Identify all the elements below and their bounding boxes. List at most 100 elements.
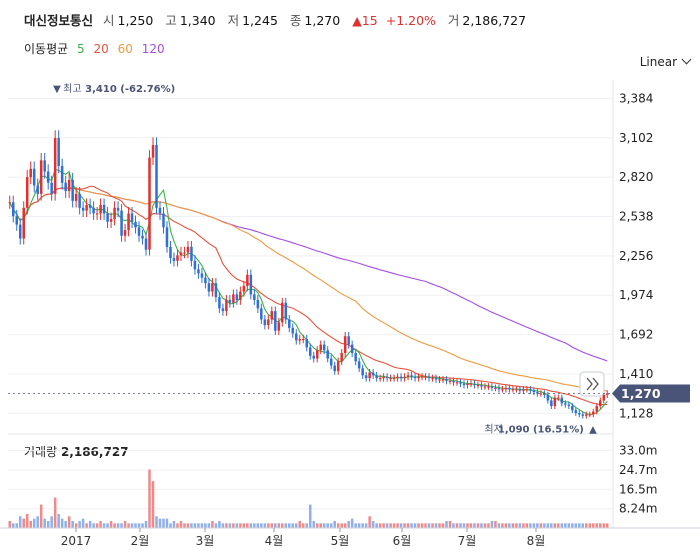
price-tick-label: 1,974 bbox=[619, 288, 653, 302]
price-tick-label: 1,410 bbox=[619, 367, 653, 381]
volume-bar bbox=[602, 523, 606, 528]
candle-body bbox=[427, 376, 431, 379]
volume-bar bbox=[214, 523, 218, 528]
scale-dropdown-label: Linear bbox=[639, 55, 677, 69]
volume-bar bbox=[106, 523, 109, 528]
candle-body bbox=[8, 202, 12, 204]
candle-body bbox=[315, 350, 319, 359]
candle-body bbox=[60, 165, 64, 183]
scale-dropdown[interactable]: Linear bbox=[639, 54, 692, 69]
volume-grid-lines bbox=[8, 450, 613, 510]
candle-body bbox=[553, 397, 557, 407]
volume-bar bbox=[137, 523, 141, 528]
candle-body bbox=[81, 207, 85, 211]
volume-bar bbox=[151, 481, 155, 528]
time-tick-label: 5월 bbox=[331, 534, 350, 548]
volume-bar bbox=[382, 523, 385, 528]
candle-body bbox=[501, 389, 504, 391]
volume-bar bbox=[413, 523, 417, 528]
candle-body bbox=[385, 376, 389, 379]
volume-bar bbox=[123, 520, 127, 528]
price-tick-label: 3,102 bbox=[619, 131, 653, 145]
candle-body bbox=[53, 138, 57, 194]
volume-bar bbox=[476, 523, 480, 528]
candle-body bbox=[361, 368, 364, 376]
volume-bar bbox=[364, 523, 368, 528]
volume-bar bbox=[274, 523, 277, 528]
volume-bar bbox=[64, 520, 67, 528]
stock-header: 대신정보통신 시 1,250 고 1,340 저 1,245 종 1,270 ▲15 +1… bbox=[24, 10, 534, 29]
volume-bar bbox=[102, 523, 106, 528]
stock-name: 대신정보통신 bbox=[24, 13, 94, 28]
candle-body bbox=[347, 336, 350, 345]
candle-body bbox=[78, 193, 81, 208]
volume-bar bbox=[302, 523, 305, 528]
volume-bar bbox=[249, 523, 253, 528]
volume-bar bbox=[109, 520, 113, 528]
ma-legend-60: 60 bbox=[117, 42, 133, 56]
volume-value: 2,186,727 bbox=[462, 13, 527, 28]
grid-lines bbox=[8, 80, 614, 528]
volume-bar bbox=[116, 523, 120, 528]
volume-bar bbox=[438, 523, 441, 528]
candle-body bbox=[466, 383, 469, 386]
candle-body bbox=[64, 182, 67, 192]
candle-body bbox=[459, 382, 462, 384]
volume-bar bbox=[396, 523, 399, 528]
candle-body bbox=[578, 413, 581, 415]
candle-body bbox=[225, 299, 228, 312]
candle-body bbox=[410, 375, 413, 377]
volume-bar bbox=[11, 523, 15, 528]
candle-body bbox=[302, 339, 305, 341]
time-tick-label: 2017 bbox=[61, 534, 92, 548]
candle-body bbox=[183, 252, 186, 254]
candle-body bbox=[417, 376, 420, 379]
volume-bar bbox=[99, 520, 102, 528]
candle-body bbox=[357, 361, 361, 369]
scroll-latest-button[interactable] bbox=[579, 371, 605, 397]
volume-bar bbox=[315, 523, 319, 528]
candle-body bbox=[455, 382, 459, 384]
candle-body bbox=[364, 375, 368, 379]
last-price-label: 1,270 bbox=[621, 386, 661, 401]
time-tick-label: 7월 bbox=[458, 534, 477, 548]
volume-bar bbox=[571, 523, 574, 528]
volume-axis: 33.0m 24.7m 16.5m 8.24m bbox=[619, 444, 657, 516]
volume-bar bbox=[406, 523, 410, 528]
volume-bar bbox=[473, 523, 476, 528]
volume-bar bbox=[329, 523, 333, 528]
volume-bar bbox=[434, 523, 438, 528]
low-label: 저 bbox=[227, 13, 240, 28]
change-percent: +1.20% bbox=[385, 13, 436, 28]
volume-bar bbox=[480, 523, 483, 528]
low-annotation-prefix: 최저 bbox=[484, 424, 502, 436]
volume-bar bbox=[32, 518, 36, 528]
volume-bar bbox=[281, 523, 284, 528]
candle-body bbox=[497, 387, 501, 390]
candle-body bbox=[148, 157, 151, 250]
candle-body bbox=[476, 385, 480, 387]
price-tick-label: 3,384 bbox=[619, 91, 653, 105]
candle-body bbox=[515, 389, 518, 391]
candle-body bbox=[123, 230, 127, 236]
volume-bar bbox=[204, 523, 207, 528]
candle-body bbox=[214, 283, 218, 298]
overlay-controls: 1,270 bbox=[8, 371, 690, 403]
volume-bar bbox=[144, 520, 148, 528]
high-label: 고 bbox=[165, 13, 177, 28]
candle-body bbox=[67, 179, 71, 192]
candle-body bbox=[567, 404, 571, 407]
candle-body bbox=[504, 387, 508, 390]
volume-bar bbox=[176, 523, 179, 528]
price-tick-label: 2,256 bbox=[619, 249, 653, 263]
volume-bar bbox=[518, 523, 522, 528]
volume-bar bbox=[239, 523, 242, 528]
volume-bar bbox=[162, 518, 165, 528]
candle-body bbox=[186, 246, 190, 253]
volume-bar bbox=[158, 518, 162, 528]
candle-body bbox=[141, 235, 144, 239]
volume-bar bbox=[232, 523, 235, 528]
volume-bar bbox=[18, 516, 22, 528]
volume-bar bbox=[522, 523, 525, 528]
